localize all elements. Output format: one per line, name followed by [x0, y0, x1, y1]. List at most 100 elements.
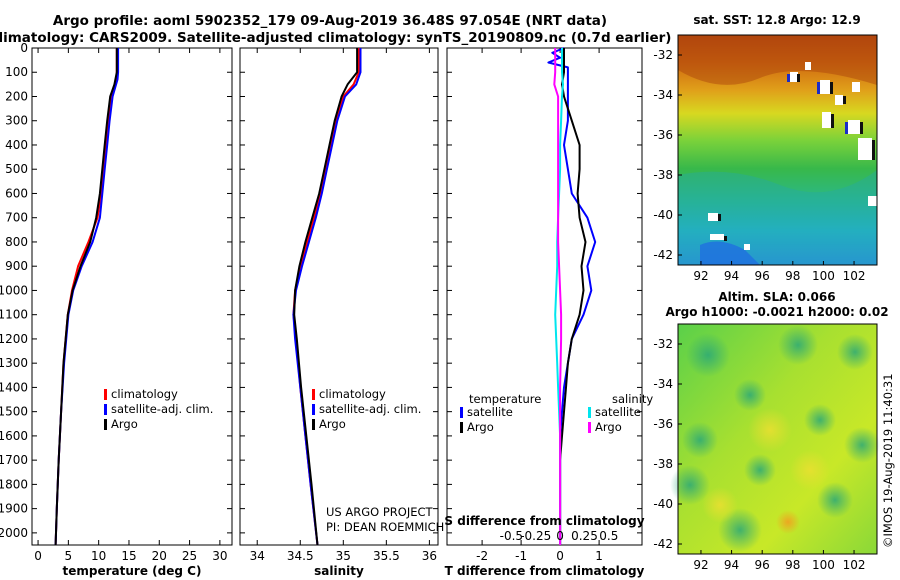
depth-tick-label: 100 [5, 65, 28, 79]
map-y-tick-label: -32 [653, 48, 673, 62]
depth-tick-label: 800 [5, 235, 28, 249]
x-tick-label: -2 [476, 549, 488, 563]
figure-title-line2: Climatology: CARS2009. Satellite-adjuste… [0, 30, 671, 46]
plot-frame [239, 47, 439, 546]
sla-map-axes: 92 94 96 98 100 102 -32 -34 -36 -38 -40 -42 [653, 337, 865, 572]
legend-swatch [312, 419, 315, 430]
series-line-s-argo [553, 48, 563, 545]
cloud-edge [817, 82, 820, 94]
depth-tick-label: 600 [5, 186, 28, 200]
cloud-edge [843, 96, 846, 104]
map-y-tick-label: -34 [653, 88, 673, 102]
series-line-climatology [292, 48, 360, 546]
x2-tick-label: 0.5 [599, 529, 618, 543]
x-axis-label: T difference from climatology [445, 564, 645, 578]
sla-map-frame [677, 323, 878, 555]
plot-frame [31, 47, 233, 546]
sst-warm-front [678, 35, 877, 85]
map-x-tick-label: 94 [724, 269, 739, 283]
depth-tick-label: 1400 [0, 380, 28, 394]
cloud-mask [835, 95, 843, 105]
cloud-mask [710, 234, 724, 240]
sst-coldest-region [700, 241, 760, 265]
legend-label: satellite-adj. clim. [111, 402, 213, 416]
map-y-tick-label: -38 [653, 457, 673, 471]
depth-tick-label: 1800 [0, 477, 28, 491]
legend-swatch [312, 404, 315, 415]
series-line-argo [54, 48, 118, 546]
legend-group-title: salinity [612, 392, 653, 406]
sst-map-axes: 92 94 96 98 100 102 -32 -34 -36 -38 -40 -42 [653, 48, 865, 283]
x-tick-label: 34 [250, 549, 265, 563]
sla-peak-blob [776, 510, 800, 534]
depth-tick-label: 1200 [0, 332, 28, 346]
x-tick-label: 36 [422, 549, 437, 563]
map-x-tick-label: 98 [785, 558, 800, 572]
x-tick-label: 5 [65, 549, 73, 563]
depth-tick-label: 1600 [0, 429, 28, 443]
legend-swatch [104, 389, 107, 400]
cloud-edge [845, 122, 848, 134]
cloud-mask [805, 62, 811, 70]
sla-anomaly-blob [817, 482, 853, 518]
x-axis-label: salinity [314, 564, 364, 578]
cloud-mask [848, 120, 860, 134]
x-tick-label: 20 [152, 549, 167, 563]
depth-tick-label: 1700 [0, 453, 28, 467]
x2-axis-label: S difference from climatology [444, 514, 644, 528]
series-line-t-argo [559, 48, 587, 545]
x-axis-label: temperature (deg C) [63, 564, 202, 578]
series-line-argo [293, 48, 359, 546]
legend-label: satellite-adj. clim. [319, 402, 421, 416]
plot-frame [446, 47, 643, 546]
depth-tick-label: 1300 [0, 356, 28, 370]
legend-label: satellite [467, 405, 513, 419]
sst-map-frame [677, 34, 878, 266]
sla-high-blob [748, 408, 792, 452]
map-y-tick-label: -40 [653, 497, 673, 511]
depth-tick-label: 500 [5, 162, 28, 176]
sla-anomaly-blob [744, 454, 776, 486]
sla-anomaly-blob [844, 427, 880, 463]
x-tick-label: 25 [182, 549, 197, 563]
x2-tick-label: -0.25 [520, 529, 551, 543]
cloud-edge [830, 82, 833, 94]
x-tick-label: 0 [556, 549, 564, 563]
map-x-tick-label: 102 [843, 558, 866, 572]
depth-tick-label: 700 [5, 211, 28, 225]
sla-map-title1: Altim. SLA: 0.066 [718, 290, 835, 304]
legend-label: climatology [319, 387, 386, 401]
salinity-panel: 34 34.5 35 35.5 36 salinity climatologysatelli… [239, 47, 439, 578]
cloud-edge [718, 214, 721, 221]
cloud-mask [790, 72, 798, 82]
depth-tick-label: 200 [5, 89, 28, 103]
sla-high-blob [702, 487, 738, 523]
sst-cool-front [678, 170, 877, 265]
legend-swatch [588, 422, 591, 433]
x-tick-label: 0 [34, 549, 42, 563]
map-y-tick-label: -36 [653, 417, 673, 431]
imos-watermark: ©IMOS 19-Aug-2019 11:40:31 [881, 373, 895, 548]
map-y-tick-label: -42 [653, 248, 673, 262]
cloud-mask [858, 138, 872, 160]
map-x-tick-label: 92 [693, 558, 708, 572]
legend-label: Argo [111, 417, 138, 431]
sla-anomaly-blob [686, 333, 730, 377]
legend-group-title: temperature [469, 392, 541, 406]
depth-tick-label: 1500 [0, 405, 28, 419]
x-tick-label: 35.5 [373, 549, 400, 563]
cloud-edge [860, 122, 863, 134]
depth-tick-label: 300 [5, 114, 28, 128]
legend-label: Argo [319, 417, 346, 431]
x2-tick-label: -0.5 [500, 529, 523, 543]
depth-tick-label: 2000 [0, 526, 28, 540]
sla-anomaly-blob [804, 404, 836, 436]
x2-tick-label: 0.25 [571, 529, 598, 543]
series-line-satellite-adj-clim- [54, 48, 120, 546]
map-x-tick-label: 98 [785, 269, 800, 283]
map-y-tick-label: -34 [653, 377, 673, 391]
figure-title-line1: Argo profile: aoml 5902352_179 09-Aug-20… [53, 13, 607, 29]
map-x-tick-label: 96 [755, 269, 770, 283]
cloud-mask [820, 80, 830, 94]
